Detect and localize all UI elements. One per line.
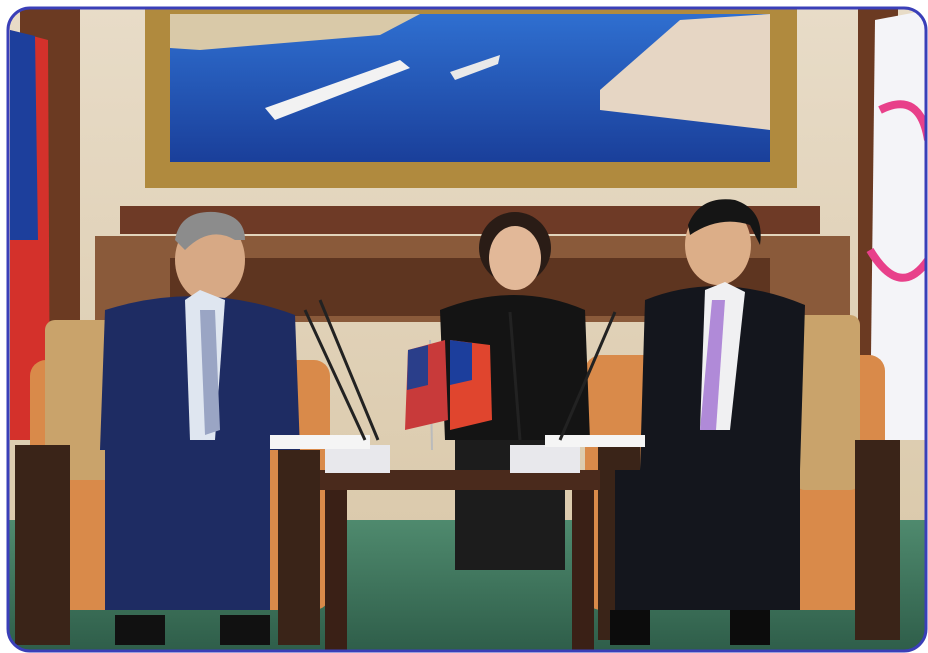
photo-border (6, 6, 928, 653)
man-left-legs (105, 450, 270, 610)
hair (688, 199, 761, 245)
flag-logo (866, 100, 926, 282)
table-top (320, 470, 600, 490)
chair-arm (278, 450, 320, 645)
name-card (325, 445, 390, 473)
painting-shore (170, 14, 420, 50)
shoe (730, 610, 770, 645)
table-leg (572, 490, 594, 650)
hair (175, 211, 245, 250)
tie (700, 300, 725, 430)
flag-right (870, 10, 926, 440)
chair-arm (855, 440, 900, 640)
ship (450, 55, 500, 80)
us-flag (407, 345, 428, 390)
microphone (303, 299, 617, 441)
cushion (795, 315, 860, 490)
name-card (510, 445, 580, 473)
cushion (45, 320, 115, 480)
man-right-legs (615, 470, 800, 610)
shoe (220, 615, 270, 645)
flag-left (10, 30, 38, 240)
chair-arm (15, 445, 70, 645)
ship (265, 60, 410, 120)
table-leg (325, 490, 347, 650)
shoe (115, 615, 165, 645)
roc-flag (450, 340, 472, 385)
papers (270, 435, 370, 449)
shoe (610, 610, 650, 645)
face (489, 226, 541, 290)
papers (545, 435, 645, 447)
tie (200, 310, 220, 435)
painting-town (600, 14, 770, 130)
